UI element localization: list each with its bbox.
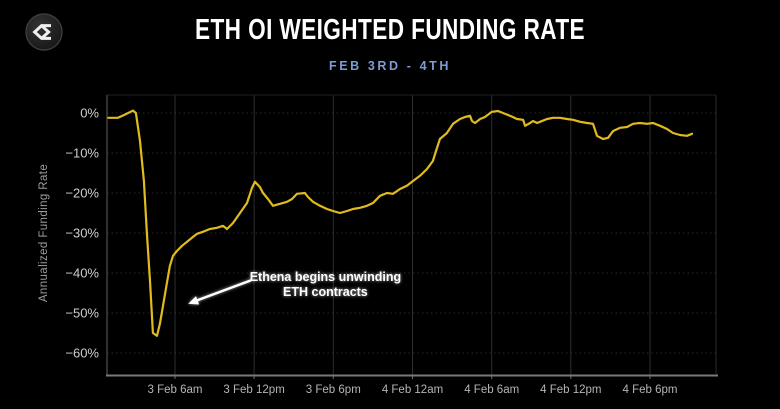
annotation-arrow-head [188, 296, 200, 305]
annotation: Ethena begins unwinding ETH contracts [188, 270, 401, 305]
funding-rate-line [107, 109, 694, 337]
series-layer [107, 109, 694, 337]
x-tick-label: 4 Feb 12pm [540, 384, 601, 396]
x-tick-label: 4 Feb 12am [382, 384, 443, 396]
y-tick-label: −40% [65, 266, 99, 281]
y-axis-title: Annualized Funding Rate [38, 164, 50, 302]
y-tick-label: −50% [65, 306, 99, 321]
y-tick-label: −30% [65, 226, 99, 241]
gridlines [107, 95, 716, 375]
x-tick-label: 3 Feb 12pm [223, 384, 284, 396]
x-tick-label: 3 Feb 6am [148, 384, 203, 396]
logo-sigma-stroke [32, 24, 51, 40]
y-tick-label: −60% [65, 346, 99, 361]
annotation-arrow-line [193, 279, 252, 303]
axis-labels: 3 Feb 6am 3 Feb 12pm 3 Feb 6pm 4 Feb 12am 4 … [65, 106, 677, 397]
page-title-text: ETH OI WEIGHTED FUNDING RATE [194, 14, 585, 46]
page-subtitle: FEB 3RD - 4TH [328, 59, 451, 73]
annotation-text-line1: Ethena begins unwinding [250, 270, 401, 284]
y-tick-label: −20% [65, 186, 99, 201]
sigma-diamond-logo [25, 13, 63, 51]
y-tick-label: 0% [80, 106, 99, 121]
x-tick-label: 3 Feb 6pm [306, 384, 361, 396]
logo-diamond-stroke [40, 24, 51, 40]
logo-circle [25, 13, 63, 51]
page-title: ETH OI WEIGHTED FUNDING RATE [0, 14, 780, 47]
axes [106, 94, 718, 379]
x-tick-label: 4 Feb 6pm [623, 384, 678, 396]
x-tick-label: 4 Feb 6am [464, 384, 519, 396]
annotation-text-line2: ETH contracts [283, 285, 368, 299]
y-tick-label: −10% [65, 146, 99, 161]
